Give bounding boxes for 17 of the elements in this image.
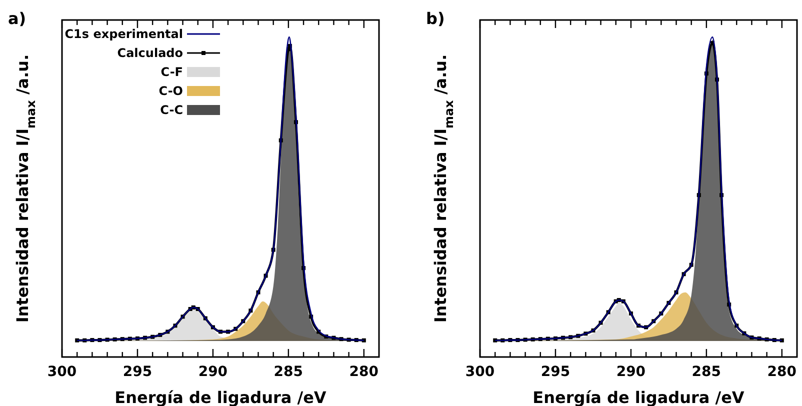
x-tick-label: 300 (47, 364, 77, 380)
x-tick-label: 290 (198, 364, 228, 380)
x-tick-label: 300 (465, 364, 495, 380)
legend-label: C1s experimental (64, 27, 183, 41)
x-tick-label: 285 (692, 364, 722, 380)
x-tick-label: 295 (540, 364, 570, 380)
x-tick-label: 285 (274, 364, 304, 380)
x-tick-label: 290 (616, 364, 646, 380)
legend-label: C-F (160, 65, 183, 79)
x-tick-label: 280 (349, 364, 379, 380)
legend-label: Calculado (117, 46, 183, 60)
x-tick-label: 295 (122, 364, 152, 380)
legend-label: C-C (160, 103, 184, 117)
legend-label: C-O (158, 84, 183, 98)
chart-title: a) (8, 9, 26, 28)
x-tick-label: 280 (767, 364, 797, 380)
chart-title: b) (426, 9, 445, 28)
